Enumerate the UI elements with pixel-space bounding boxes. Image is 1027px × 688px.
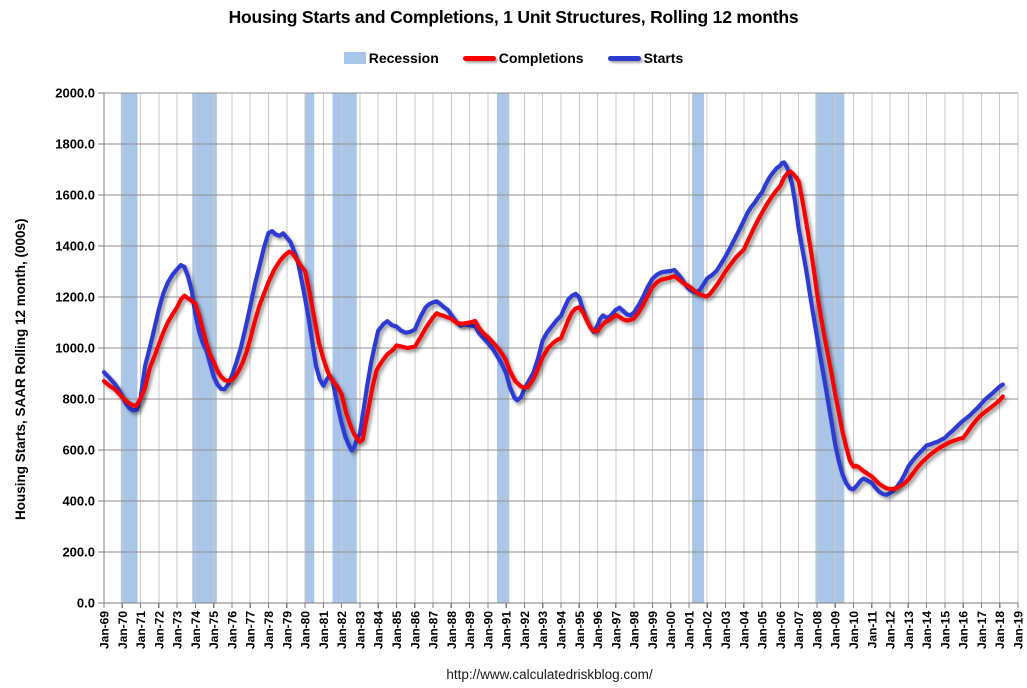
x-tick-label: Jan-16 — [957, 611, 971, 649]
series-line-completions — [101, 169, 1005, 492]
x-tick-label: Jan-79 — [280, 611, 294, 649]
x-tick-label: Jan-13 — [902, 611, 916, 649]
x-tick-label: Jan-77 — [244, 611, 258, 649]
x-tick-label: Jan-02 — [701, 611, 715, 649]
x-tick-label: Jan-78 — [262, 611, 276, 649]
legend-label-starts: Starts — [643, 50, 684, 66]
y-tick-label: 1000.0 — [55, 341, 95, 356]
x-tick-label: Jan-82 — [335, 611, 349, 649]
x-tick-label: Jan-93 — [536, 611, 550, 649]
y-tick-label: 200.0 — [62, 545, 95, 560]
x-tick-label: Jan-17 — [975, 611, 989, 649]
x-tick-label: Jan-73 — [171, 611, 185, 649]
x-tick-label: Jan-12 — [884, 611, 898, 649]
x-tick-label: Jan-10 — [847, 611, 861, 649]
footer-url: http://www.calculatedriskblog.com/ — [446, 667, 653, 682]
x-tick-label: Jan-90 — [481, 611, 495, 649]
x-tick-label: Jan-05 — [756, 611, 770, 649]
legend-item-recession: Recession — [343, 50, 439, 66]
axes — [98, 92, 1019, 608]
data-series — [101, 160, 1005, 497]
series-line-starts — [101, 160, 1005, 497]
y-tick-label: 1600.0 — [55, 188, 95, 203]
x-tick-label: Jan-07 — [792, 611, 806, 649]
x-tick-label: Jan-94 — [555, 611, 569, 649]
x-tick-label: Jan-72 — [152, 611, 166, 649]
x-tick-label: Jan-84 — [372, 611, 386, 649]
y-tick-label: 800.0 — [62, 392, 95, 407]
x-tick-label: Jan-95 — [573, 611, 587, 649]
legend-item-starts: Starts — [607, 50, 684, 66]
x-tick-label: Jan-98 — [628, 611, 642, 649]
x-tick-label: Jan-74 — [189, 611, 203, 649]
x-tick-label: Jan-09 — [829, 611, 843, 649]
x-tick-label: Jan-04 — [737, 611, 751, 649]
chart-title: Housing Starts and Completions, 1 Unit S… — [228, 7, 799, 27]
y-tick-label: 1800.0 — [55, 137, 95, 152]
x-tick-label: Jan-18 — [993, 611, 1007, 649]
y-tick-label: 0.0 — [77, 596, 95, 611]
x-tick-label: Jan-75 — [207, 611, 221, 649]
x-tick-label: Jan-00 — [664, 611, 678, 649]
x-tick-label: Jan-97 — [609, 611, 623, 649]
x-tick-label: Jan-11 — [865, 611, 879, 649]
y-tick-label: 1400.0 — [55, 239, 95, 254]
x-tick-label: Jan-83 — [353, 611, 367, 649]
x-tick-label: Jan-86 — [408, 611, 422, 649]
x-tick-label: Jan-99 — [646, 611, 660, 649]
x-tick-label: Jan-15 — [938, 611, 952, 649]
x-tick-label: Jan-89 — [463, 611, 477, 649]
y-tick-label: 1200.0 — [55, 290, 95, 305]
y-tick-label: 2000.0 — [55, 86, 95, 101]
y-axis-title: Housing Starts, SAAR Rolling 12 month, (… — [13, 218, 28, 520]
x-tick-label: Jan-92 — [518, 611, 532, 649]
x-tick-label: Jan-69 — [98, 611, 112, 649]
x-tick-label: Jan-81 — [317, 611, 331, 649]
x-tick-label: Jan-08 — [810, 611, 824, 649]
x-tick-label: Jan-88 — [445, 611, 459, 649]
completions-line-icon — [462, 55, 496, 61]
x-tick-label: Jan-96 — [591, 611, 605, 649]
x-tick-label: Jan-87 — [427, 611, 441, 649]
y-tick-label: 600.0 — [62, 443, 95, 458]
legend: Recession Completions Starts — [0, 48, 1027, 68]
legend-label-completions: Completions — [498, 50, 584, 66]
legend-label-recession: Recession — [368, 50, 439, 66]
x-tick-label: Jan-06 — [774, 611, 788, 649]
x-tick-label: Jan-76 — [225, 611, 239, 649]
recession-swatch-icon — [343, 52, 366, 64]
x-tick-label: Jan-85 — [390, 611, 404, 649]
x-tick-label: Jan-01 — [682, 611, 696, 649]
starts-line-icon — [607, 55, 641, 61]
x-tick-label: Jan-71 — [134, 611, 148, 649]
x-tick-label: Jan-70 — [116, 611, 130, 649]
x-tick-label: Jan-03 — [719, 611, 733, 649]
x-tick-label: Jan-91 — [500, 611, 514, 649]
x-tick-label: Jan-19 — [1012, 611, 1026, 649]
x-tick-label: Jan-80 — [299, 611, 313, 649]
legend-item-completions: Completions — [462, 50, 584, 66]
x-tick-label: Jan-14 — [920, 611, 934, 649]
y-tick-label: 400.0 — [62, 494, 95, 509]
axis-tick-labels: 0.0 200.0 400.0 600.0 800.0 1000.0 1200.0 1400.… — [55, 86, 1025, 650]
